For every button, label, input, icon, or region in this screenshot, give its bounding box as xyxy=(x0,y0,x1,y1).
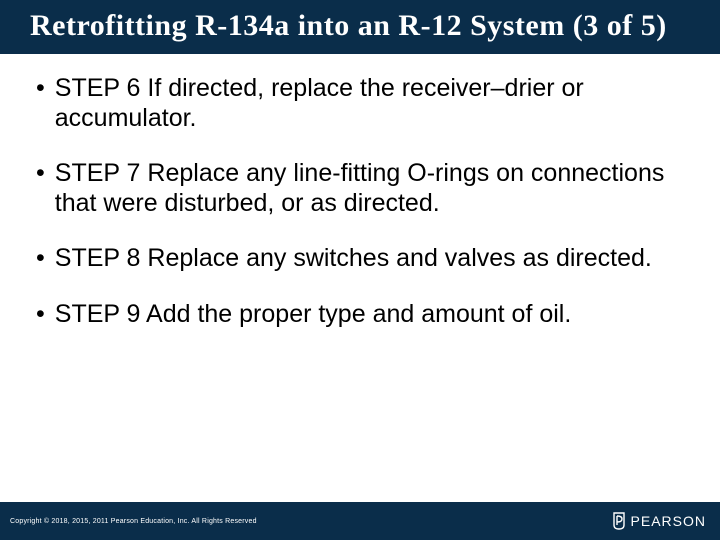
list-item: • STEP 7 Replace any line-fitting O-ring… xyxy=(38,159,682,218)
list-item: • STEP 8 Replace any switches and valves… xyxy=(38,244,682,274)
footer-bar: Copyright © 2018, 2015, 2011 Pearson Edu… xyxy=(0,502,720,540)
title-band: Retrofitting R-134a into an R-12 System … xyxy=(0,0,720,54)
bullet-text: STEP 6 If directed, replace the receiver… xyxy=(55,74,682,133)
bullet-marker: • xyxy=(36,74,45,104)
bullet-marker: • xyxy=(36,244,45,274)
bullet-text: STEP 9 Add the proper type and amount of… xyxy=(55,300,682,330)
copyright-text: Copyright © 2018, 2015, 2011 Pearson Edu… xyxy=(10,518,257,525)
pearson-logo: PEARSON xyxy=(611,512,706,530)
pearson-logo-text: PEARSON xyxy=(631,513,706,529)
bullet-text: STEP 8 Replace any switches and valves a… xyxy=(55,244,682,274)
bullet-text: STEP 7 Replace any line-fitting O-rings … xyxy=(55,159,682,218)
bullet-marker: • xyxy=(36,300,45,330)
bullet-list: • STEP 6 If directed, replace the receiv… xyxy=(0,54,720,329)
page-title: Retrofitting R-134a into an R-12 System … xyxy=(0,8,720,44)
list-item: • STEP 9 Add the proper type and amount … xyxy=(38,300,682,330)
list-item: • STEP 6 If directed, replace the receiv… xyxy=(38,74,682,133)
bullet-marker: • xyxy=(36,159,45,189)
pearson-logo-icon xyxy=(611,512,627,530)
